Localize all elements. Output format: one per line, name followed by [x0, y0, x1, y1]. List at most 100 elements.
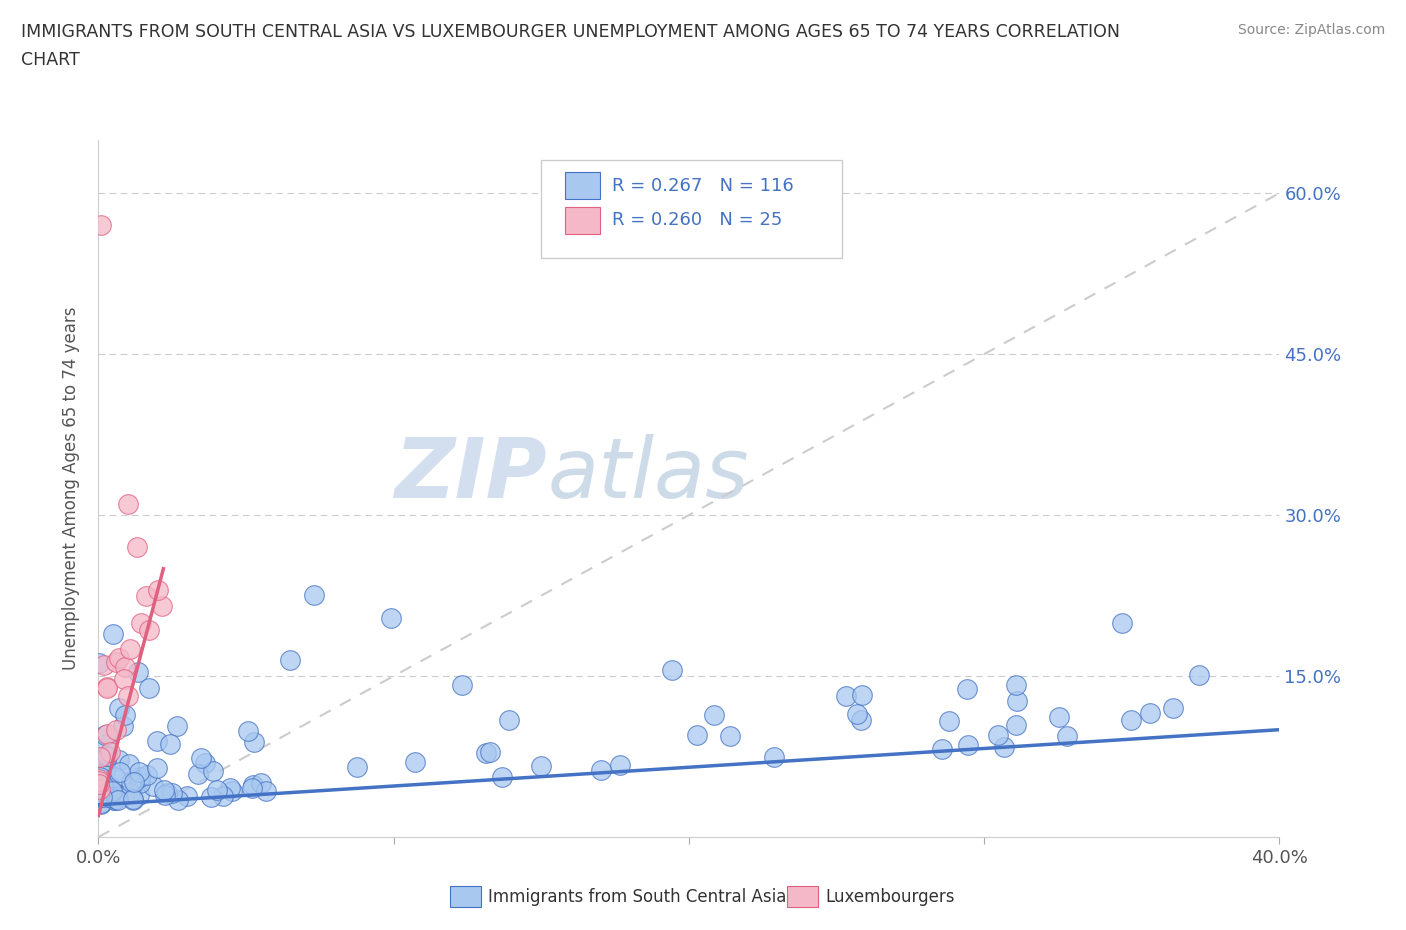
Point — [96, 679, 118, 694]
Point — [105, 655, 128, 670]
Point — [87, 773, 110, 788]
Text: CHART: CHART — [21, 51, 80, 69]
Point — [107, 650, 129, 665]
Point — [190, 751, 212, 765]
FancyBboxPatch shape — [541, 161, 842, 259]
Point — [242, 777, 264, 792]
Point — [938, 714, 960, 729]
Point — [145, 734, 167, 749]
Point — [122, 792, 145, 807]
Text: Source: ZipAtlas.com: Source: ZipAtlas.com — [1237, 23, 1385, 37]
Point — [166, 718, 188, 733]
Point — [87, 771, 110, 786]
Point — [202, 764, 225, 778]
Point — [98, 745, 121, 760]
Point — [107, 700, 129, 715]
Point — [108, 752, 131, 767]
Bar — [565, 172, 600, 199]
Point — [120, 784, 142, 799]
Point — [956, 681, 979, 696]
Point — [240, 780, 263, 795]
Text: R = 0.260   N = 25: R = 0.260 N = 25 — [612, 211, 783, 230]
Point — [120, 642, 142, 657]
Point — [96, 790, 118, 805]
Point — [1056, 728, 1078, 743]
Point — [129, 616, 152, 631]
Point — [1005, 677, 1028, 692]
Point — [91, 777, 114, 792]
Point — [993, 739, 1015, 754]
Point — [96, 681, 118, 696]
Point — [96, 727, 118, 742]
Point — [254, 784, 277, 799]
Point — [166, 792, 188, 807]
Point — [450, 677, 472, 692]
Point — [957, 737, 980, 752]
Point — [103, 792, 125, 807]
Point — [101, 783, 124, 798]
Point — [96, 749, 118, 764]
Point — [94, 737, 117, 751]
Point — [104, 769, 127, 784]
Point — [187, 767, 209, 782]
Point — [104, 723, 127, 737]
Point — [159, 737, 181, 751]
Point — [491, 769, 513, 784]
Text: IMMIGRANTS FROM SOUTH CENTRAL ASIA VS LUXEMBOURGER UNEMPLOYMENT AMONG AGES 65 TO: IMMIGRANTS FROM SOUTH CENTRAL ASIA VS LU… — [21, 23, 1121, 41]
Point — [107, 792, 129, 807]
Point — [205, 782, 228, 797]
Point — [987, 728, 1010, 743]
Point — [117, 689, 139, 704]
Point — [609, 757, 631, 772]
Point — [194, 756, 217, 771]
Point — [834, 689, 856, 704]
Point — [117, 497, 139, 512]
Point — [152, 598, 174, 613]
Point — [219, 780, 242, 795]
Point — [703, 708, 725, 723]
Point — [1121, 713, 1143, 728]
Bar — [565, 207, 600, 233]
Point — [127, 664, 149, 679]
Point — [90, 796, 112, 811]
Point — [90, 218, 112, 232]
Point — [89, 782, 111, 797]
Point — [90, 787, 112, 802]
Point — [346, 759, 368, 774]
Point — [146, 582, 169, 597]
Point — [97, 790, 120, 804]
Point — [931, 741, 953, 756]
Point — [200, 790, 222, 804]
Y-axis label: Unemployment Among Ages 65 to 74 years: Unemployment Among Ages 65 to 74 years — [62, 307, 80, 670]
Point — [89, 769, 111, 784]
Point — [114, 708, 136, 723]
Point — [302, 587, 325, 602]
Point — [718, 729, 741, 744]
Point — [478, 744, 501, 759]
Point — [94, 764, 117, 779]
Point — [1005, 694, 1028, 709]
Point — [128, 788, 150, 803]
Point — [112, 671, 135, 686]
Point — [122, 792, 145, 807]
Point — [685, 728, 707, 743]
Point — [138, 680, 160, 695]
Point — [530, 758, 553, 773]
Point — [1139, 706, 1161, 721]
Point — [589, 763, 612, 777]
Point — [498, 712, 520, 727]
Text: atlas: atlas — [547, 433, 749, 515]
Point — [176, 789, 198, 804]
Point — [153, 783, 176, 798]
Point — [91, 779, 114, 794]
Point — [103, 784, 125, 799]
Point — [89, 655, 111, 670]
Point — [1187, 668, 1209, 683]
Point — [87, 777, 110, 791]
Point — [1047, 710, 1070, 724]
Point — [135, 589, 157, 604]
Point — [90, 790, 112, 804]
Point — [114, 659, 136, 674]
Point — [851, 687, 873, 702]
Point — [236, 724, 259, 738]
